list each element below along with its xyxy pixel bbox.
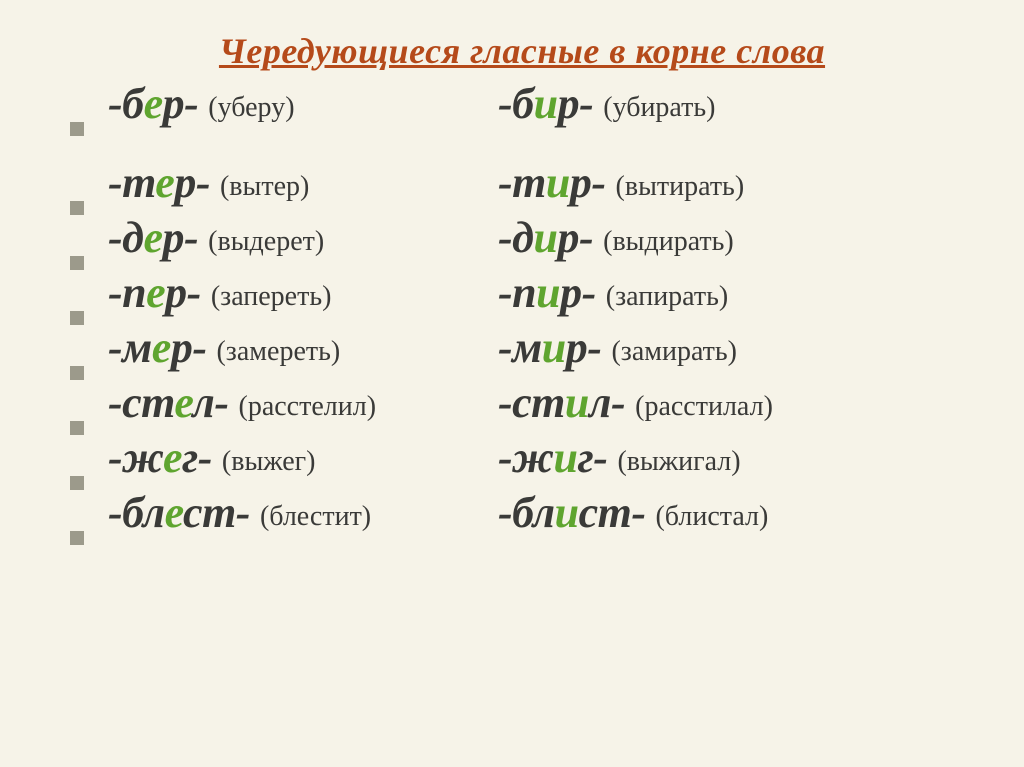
morph-vowel: и	[536, 268, 560, 317]
morpheme-right: -дир-	[498, 212, 593, 263]
morpheme-right: -тир-	[498, 157, 606, 208]
morph-vowel: е	[146, 268, 165, 317]
morph-pre: -ст	[498, 378, 565, 427]
morph-pre: -д	[498, 213, 533, 262]
morph-post: р-	[171, 323, 207, 372]
morpheme-row: -пер- (запереть) -пир- (запирать)	[70, 267, 974, 318]
morph-post: р-	[558, 79, 594, 128]
example-left: (выдерет)	[208, 226, 324, 258]
example-right: (блистал)	[655, 501, 768, 533]
morpheme-row: -тер- (вытер) -тир- (вытирать)	[70, 157, 974, 208]
morpheme-left: -блест-	[108, 487, 250, 538]
morph-vowel: и	[546, 158, 570, 207]
morpheme-right: -жиг-	[498, 432, 607, 483]
morph-pre: -п	[498, 268, 536, 317]
example-right: (вытирать)	[616, 171, 745, 203]
morpheme-left: -пер-	[108, 267, 201, 318]
morpheme-left: -жег-	[108, 432, 212, 483]
example-left: (выжег)	[222, 446, 316, 478]
morph-vowel: и	[565, 378, 589, 427]
morpheme-right: -бир-	[498, 78, 593, 129]
morpheme-left: -бер-	[108, 78, 198, 129]
morph-pre: -м	[498, 323, 542, 372]
morph-pre: -ж	[498, 433, 554, 482]
morpheme-left: -тер-	[108, 157, 210, 208]
morpheme-row: -жег- (выжег) -жиг- (выжигал)	[70, 432, 974, 483]
morpheme-row: -мер- (замереть) -мир- (замирать)	[70, 322, 974, 373]
morpheme-right: -стил-	[498, 377, 625, 428]
morph-vowel: и	[555, 488, 579, 537]
morph-vowel: е	[165, 488, 183, 537]
morph-pre: -б	[498, 79, 534, 128]
example-right: (замирать)	[611, 336, 737, 368]
morph-pre: -т	[108, 158, 155, 207]
morpheme-left: -стел-	[108, 377, 229, 428]
morph-pre: -п	[108, 268, 146, 317]
morph-post: р-	[570, 158, 606, 207]
morph-pre: -м	[108, 323, 152, 372]
morph-post: р-	[163, 213, 199, 262]
morph-post: р-	[560, 268, 596, 317]
morph-vowel: и	[542, 323, 566, 372]
morpheme-row: -дер- (выдерет) -дир- (выдирать)	[70, 212, 974, 263]
example-left: (вытер)	[220, 171, 309, 203]
example-right: (выжигал)	[617, 446, 740, 478]
example-left: (блестит)	[260, 501, 371, 533]
morph-post: р-	[163, 79, 199, 128]
morph-vowel: е	[144, 79, 163, 128]
morph-vowel: е	[143, 213, 162, 262]
morph-vowel: е	[174, 378, 192, 427]
morpheme-right: -блист-	[498, 487, 645, 538]
morph-vowel: е	[163, 433, 182, 482]
morph-post: ст-	[183, 488, 250, 537]
morph-post: г-	[182, 433, 212, 482]
morph-pre: -ст	[108, 378, 174, 427]
morph-post: р-	[566, 323, 602, 372]
morph-pre: -бл	[108, 488, 165, 537]
example-left: (расстелил)	[239, 391, 377, 423]
morph-post: р-	[557, 213, 593, 262]
example-right: (выдирать)	[603, 226, 734, 258]
morpheme-right: -мир-	[498, 322, 601, 373]
morph-pre: -бл	[498, 488, 555, 537]
morpheme-left: -мер-	[108, 322, 206, 373]
morph-vowel: е	[155, 158, 174, 207]
morpheme-row: -бер- (уберу) -бир- (убирать)	[70, 78, 974, 129]
example-right: (запирать)	[606, 281, 728, 313]
example-left: (уберу)	[208, 92, 294, 124]
morpheme-right: -пир-	[498, 267, 596, 318]
bullet-icon	[70, 122, 84, 136]
morpheme-left: -дер-	[108, 212, 198, 263]
morpheme-list: -бер- (уберу) -бир- (убирать) -тер- (выт…	[70, 78, 974, 538]
morph-post: л-	[192, 378, 228, 427]
morph-post: р-	[174, 158, 210, 207]
morph-vowel: е	[152, 323, 171, 372]
example-left: (запереть)	[211, 281, 332, 313]
morph-post: г-	[578, 433, 608, 482]
morph-post: ст-	[579, 488, 646, 537]
morph-pre: -д	[108, 213, 143, 262]
morpheme-row: -блест- (блестит) -блист- (блистал)	[70, 487, 974, 538]
example-right: (убирать)	[603, 92, 715, 124]
example-right: (расстилал)	[635, 391, 773, 423]
morph-pre: -б	[108, 79, 144, 128]
morph-pre: -ж	[108, 433, 163, 482]
morph-vowel: и	[554, 433, 578, 482]
morph-vowel: и	[533, 213, 557, 262]
morpheme-row: -стел- (расстелил) -стил- (расстилал)	[70, 377, 974, 428]
morph-pre: -т	[498, 158, 546, 207]
example-left: (замереть)	[216, 336, 340, 368]
slide-title: Чередующиеся гласные в корне слова	[70, 30, 974, 72]
morph-post: л-	[589, 378, 625, 427]
morph-post: р-	[165, 268, 201, 317]
morph-vowel: и	[534, 79, 558, 128]
bullet-icon	[70, 531, 84, 545]
